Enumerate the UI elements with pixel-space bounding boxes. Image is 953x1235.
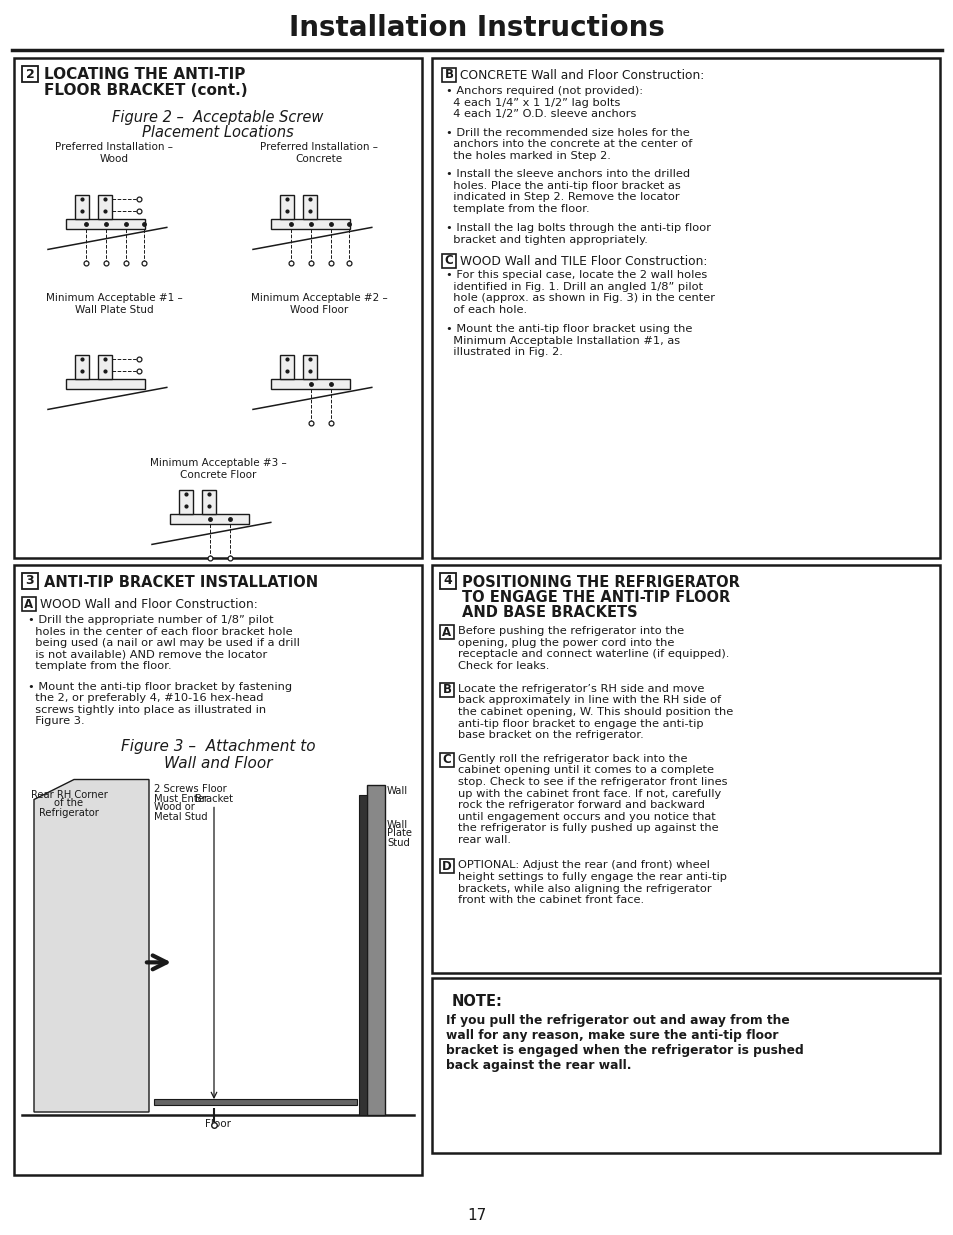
Text: Refrigerator: Refrigerator [39,808,99,818]
Text: Wood Floor: Wood Floor [290,305,348,315]
Text: Figure 2 –  Acceptable Screw: Figure 2 – Acceptable Screw [112,110,323,125]
Text: AND BASE BRACKETS: AND BASE BRACKETS [461,605,637,620]
Bar [439,625,454,638]
Text: Before pushing the refrigerator into the
opening, plug the power cord into the
r: Before pushing the refrigerator into the… [457,626,729,671]
Text: Figure 3 –  Attachment to: Figure 3 – Attachment to [121,740,315,755]
Bar [98,354,112,379]
Text: 3: 3 [26,574,34,588]
Text: Wall: Wall [387,787,408,797]
Text: Wood or: Wood or [153,803,194,813]
Text: • Mount the anti-tip floor bracket by fastening
  the 2, or preferably 4, #10-16: • Mount the anti-tip floor bracket by fa… [28,682,292,726]
Bar [66,379,145,389]
Text: C: C [442,753,451,766]
Bar [432,978,939,1153]
Text: 4: 4 [443,574,452,588]
Bar [14,564,421,1174]
Text: FLOOR BRACKET (cont.): FLOOR BRACKET (cont.) [44,83,248,98]
Text: B: B [444,68,453,82]
Bar [439,860,454,873]
Bar [303,354,317,379]
Text: A: A [25,598,33,610]
Text: If you pull the refrigerator out and away from the
wall for any reason, make sur: If you pull the refrigerator out and awa… [446,1014,803,1072]
Text: Wall and Floor: Wall and Floor [164,756,272,771]
Text: Minimum Acceptable #3 –: Minimum Acceptable #3 – [150,458,286,468]
Text: WOOD Wall and Floor Construction:: WOOD Wall and Floor Construction: [40,598,257,611]
Text: Must Enter: Must Enter [153,794,208,804]
Bar [367,784,385,1115]
Text: Locate the refrigerator’s RH side and move
back approximately in line with the R: Locate the refrigerator’s RH side and mo… [457,684,733,740]
Text: • Install the sleeve anchors into the drilled
  holes. Place the anti-tip floor : • Install the sleeve anchors into the dr… [446,169,689,214]
Text: Stud: Stud [387,837,410,847]
Bar [303,195,317,219]
Bar [179,490,193,514]
Text: 2: 2 [26,68,34,80]
Text: 2 Screws: 2 Screws [153,784,198,794]
Text: WOOD Wall and TILE Floor Construction:: WOOD Wall and TILE Floor Construction: [459,254,706,268]
Bar [439,683,454,697]
Bar [432,564,939,973]
Text: Concrete Floor: Concrete Floor [179,471,256,480]
Text: Minimum Acceptable #1 –: Minimum Acceptable #1 – [46,293,182,303]
Bar [202,490,216,514]
Bar [358,794,367,1115]
Bar [280,195,294,219]
Bar [22,65,38,82]
Text: Placement Locations: Placement Locations [142,125,294,140]
Text: Concrete: Concrete [295,154,342,164]
Text: Bracket: Bracket [194,794,233,804]
Bar [98,195,112,219]
Polygon shape [34,779,149,1112]
Bar [22,597,36,611]
Bar [66,219,145,230]
Text: Floor: Floor [205,1119,231,1129]
Text: B: B [442,683,451,697]
Text: D: D [441,860,452,873]
Text: Floor: Floor [201,784,226,794]
Bar [439,753,454,767]
Text: of the: of the [54,799,84,809]
Text: LOCATING THE ANTI-TIP: LOCATING THE ANTI-TIP [44,67,245,82]
Text: OPTIONAL: Adjust the rear (and front) wheel
height settings to fully engage the : OPTIONAL: Adjust the rear (and front) wh… [457,861,726,905]
Text: CONCRETE Wall and Floor Construction:: CONCRETE Wall and Floor Construction: [459,69,703,82]
Text: Installation Instructions: Installation Instructions [289,14,664,42]
Bar [170,514,249,524]
Bar [14,58,421,558]
Text: Preferred Installation –: Preferred Installation – [260,142,377,152]
Text: • Mount the anti-tip floor bracket using the
  Minimum Acceptable Installation #: • Mount the anti-tip floor bracket using… [446,324,692,357]
Bar [441,254,456,268]
Text: Gently roll the refrigerator back into the
cabinet opening until it comes to a c: Gently roll the refrigerator back into t… [457,753,727,845]
Text: POSITIONING THE REFRIGERATOR: POSITIONING THE REFRIGERATOR [461,576,740,590]
Text: 17: 17 [467,1208,486,1223]
Text: A: A [442,625,451,638]
Text: Plate: Plate [387,829,412,839]
Bar [75,354,90,379]
Text: • Anchors required (not provided):
  4 each 1/4” x 1 1/2” lag bolts
  4 each 1/2: • Anchors required (not provided): 4 eac… [446,86,642,120]
Text: • Drill the recommended size holes for the
  anchors into the concrete at the ce: • Drill the recommended size holes for t… [446,127,692,161]
Bar [432,58,939,558]
Text: ANTI-TIP BRACKET INSTALLATION: ANTI-TIP BRACKET INSTALLATION [44,576,317,590]
Text: • Drill the appropriate number of 1/8” pilot
  holes in the center of each floor: • Drill the appropriate number of 1/8” p… [28,615,299,672]
Text: Wall Plate Stud: Wall Plate Stud [74,305,153,315]
Text: • For this special case, locate the 2 wall holes
  identified in Fig. 1. Drill a: • For this special case, locate the 2 wa… [446,270,714,315]
Bar [280,354,294,379]
Bar [75,195,90,219]
Text: Rear RH Corner: Rear RH Corner [30,789,108,799]
Text: C: C [444,254,453,268]
Polygon shape [153,1099,356,1105]
Text: NOTE:: NOTE: [452,994,502,1009]
Bar [271,219,350,230]
Bar [441,68,456,82]
Text: Metal Stud: Metal Stud [153,811,208,821]
Text: • Install the lag bolts through the anti-tip floor
  bracket and tighten appropr: • Install the lag bolts through the anti… [446,224,710,245]
Text: TO ENGAGE THE ANTI-TIP FLOOR: TO ENGAGE THE ANTI-TIP FLOOR [461,590,729,605]
Bar [22,573,38,589]
Text: Wood: Wood [99,154,129,164]
Bar [439,573,456,589]
Bar [271,379,350,389]
Text: Wall: Wall [387,820,408,830]
Text: Preferred Installation –: Preferred Installation – [55,142,172,152]
Text: Minimum Acceptable #2 –: Minimum Acceptable #2 – [251,293,387,303]
